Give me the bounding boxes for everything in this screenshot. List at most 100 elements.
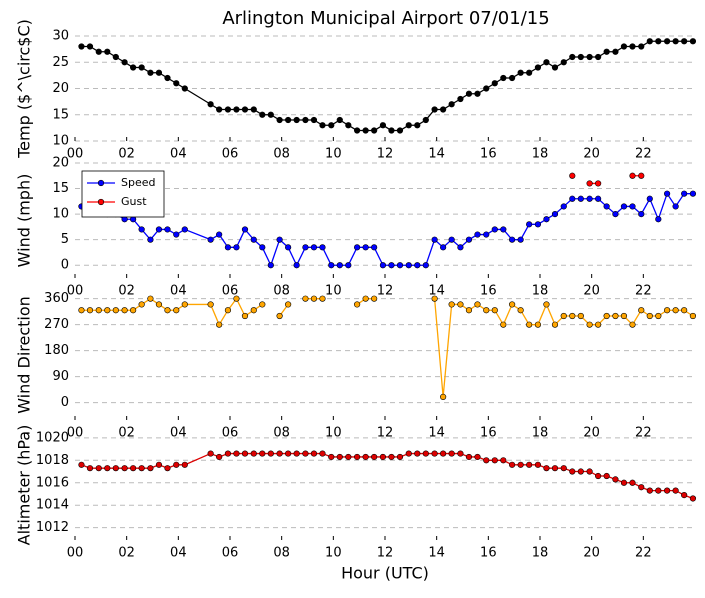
- data-point: [302, 116, 309, 124]
- data-point: [551, 321, 559, 328]
- data-point: [95, 48, 102, 55]
- data-point: [638, 484, 645, 491]
- data-point: [646, 195, 653, 202]
- data-point: [465, 453, 473, 461]
- x-tick-label: 16: [480, 426, 497, 441]
- data-point: [121, 59, 128, 66]
- data-point: [354, 244, 361, 251]
- data-point: [655, 38, 662, 45]
- x-tick-label: 04: [170, 284, 187, 299]
- data-point: [448, 301, 455, 308]
- series-line: [81, 192, 693, 267]
- data-point: [595, 472, 602, 480]
- data-point: [130, 465, 137, 472]
- data-point: [663, 190, 671, 197]
- x-tick-label: 14: [428, 546, 445, 561]
- data-point: [267, 262, 274, 269]
- data-point: [586, 195, 593, 202]
- data-point: [500, 226, 507, 233]
- data-point: [216, 453, 223, 461]
- data-point: [526, 461, 533, 468]
- data-point: [508, 74, 516, 82]
- data-point: [629, 321, 636, 328]
- data-point: [173, 231, 180, 238]
- data-point: [586, 53, 593, 61]
- data-point: [569, 312, 576, 320]
- legend-box: [81, 170, 165, 218]
- legend-label: Speed: [121, 176, 155, 189]
- data-point: [95, 307, 102, 314]
- data-point: [526, 321, 533, 328]
- data-point: [155, 301, 163, 308]
- data-point: [138, 64, 145, 71]
- data-point: [586, 321, 593, 328]
- y-tick-label: 5: [61, 232, 69, 247]
- data-point: [388, 262, 395, 269]
- data-point: [328, 122, 335, 129]
- data-point: [534, 64, 542, 71]
- data-point: [405, 450, 412, 457]
- data-point: [388, 127, 395, 134]
- data-point: [655, 216, 662, 223]
- data-point: [233, 295, 240, 302]
- data-point: [285, 244, 292, 251]
- data-point: [173, 307, 180, 314]
- data-point: [354, 127, 361, 134]
- x-tick-label: 16: [480, 546, 497, 561]
- x-tick-label: 20: [583, 426, 600, 441]
- data-point: [104, 48, 111, 55]
- data-point: [457, 301, 464, 308]
- data-point: [414, 450, 421, 457]
- x-tick-label: 06: [222, 546, 239, 561]
- data-point: [517, 236, 524, 243]
- data-point: [164, 307, 171, 314]
- data-point: [224, 106, 232, 113]
- data-point: [207, 450, 214, 457]
- data-point: [595, 321, 602, 328]
- y-tick-label: 10: [52, 134, 69, 149]
- data-point: [224, 244, 232, 251]
- data-point: [250, 106, 257, 113]
- data-point: [130, 307, 137, 314]
- data-point: [474, 90, 481, 97]
- data-point: [345, 122, 352, 129]
- x-tick-label: 22: [635, 284, 652, 299]
- x-tick-label: 02: [118, 147, 135, 162]
- data-point: [216, 231, 223, 238]
- data-point: [620, 479, 628, 486]
- data-point: [620, 43, 628, 50]
- x-tick-label: 20: [583, 147, 600, 162]
- data-point: [620, 312, 628, 320]
- data-point: [689, 312, 697, 320]
- data-point: [457, 95, 464, 103]
- data-point: [328, 262, 335, 269]
- data-point: [310, 116, 318, 124]
- data-point: [310, 450, 318, 457]
- data-point: [414, 262, 421, 269]
- data-point: [354, 301, 361, 308]
- data-point: [233, 106, 240, 113]
- data-point: [207, 301, 214, 308]
- x-tick-label: 10: [325, 284, 342, 299]
- data-point: [310, 295, 318, 302]
- data-point: [302, 295, 309, 302]
- data-point: [551, 465, 559, 472]
- y-tick-label: 180: [44, 343, 69, 358]
- data-point: [86, 465, 94, 472]
- data-point: [457, 450, 464, 457]
- data-point: [672, 38, 679, 45]
- x-axis-label: Hour (UTC): [341, 564, 429, 583]
- data-point: [293, 116, 300, 124]
- legend-marker: [97, 198, 105, 206]
- data-point: [534, 461, 542, 468]
- y-tick-label: 20: [52, 81, 69, 96]
- data-point: [422, 450, 429, 457]
- data-point: [517, 461, 524, 468]
- data-point: [440, 450, 447, 457]
- data-point: [620, 203, 628, 210]
- x-tick-label: 08: [273, 284, 290, 299]
- data-point: [155, 226, 163, 233]
- legend-marker: [97, 179, 105, 187]
- series-line: [81, 452, 694, 500]
